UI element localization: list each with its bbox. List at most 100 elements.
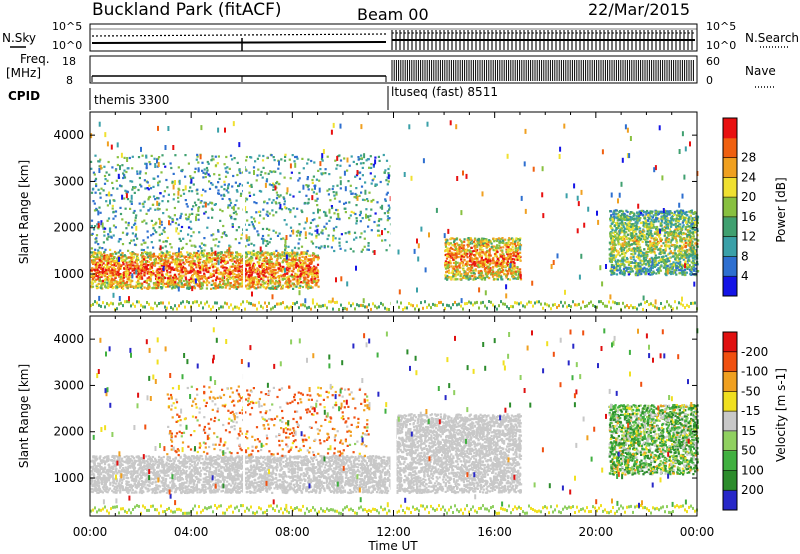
echo-cell	[111, 204, 114, 207]
echo-cell	[153, 282, 156, 285]
echo-cell	[309, 286, 312, 289]
echo-cell	[291, 257, 294, 260]
echo-cell	[451, 267, 454, 270]
echo-cell	[503, 257, 506, 260]
echo-cell	[448, 259, 451, 262]
echo-cell	[131, 188, 134, 191]
echo-cell	[94, 179, 97, 182]
echo-cell	[514, 247, 517, 250]
echo-cell	[95, 271, 98, 274]
echo-cell	[106, 179, 109, 182]
echo-cell	[495, 270, 498, 273]
echo-cell	[480, 269, 483, 273]
echo-cell	[304, 281, 307, 284]
echo-cell	[354, 175, 357, 178]
echo-cell	[139, 277, 142, 280]
echo-cell	[473, 260, 476, 263]
echo-cell	[98, 259, 101, 262]
echo-cell	[299, 230, 302, 234]
echo-cell	[360, 157, 363, 160]
echo-cell	[292, 267, 295, 270]
echo-cell	[188, 281, 191, 284]
echo-cell	[483, 261, 486, 264]
echo-cell	[136, 286, 139, 289]
echo-cell	[305, 184, 308, 187]
echo-cell	[332, 185, 335, 188]
echo-cell	[134, 222, 137, 225]
echo-cell	[446, 274, 449, 278]
echo-cell	[205, 267, 208, 270]
echo-cell	[204, 175, 207, 179]
echo-cell	[485, 263, 488, 266]
echo-cell	[166, 236, 169, 239]
echo-cell	[312, 191, 315, 194]
echo-cell	[474, 237, 477, 240]
echo-cell	[307, 184, 310, 187]
echo-cell	[182, 285, 185, 288]
echo-cell	[269, 267, 272, 270]
echo-cell	[197, 250, 200, 253]
echo-cell	[486, 261, 489, 264]
echo-cell	[283, 159, 287, 162]
echo-cell	[634, 243, 637, 246]
echo-cell	[158, 180, 161, 183]
echo-cell	[246, 252, 249, 255]
echo-cell	[387, 231, 390, 234]
echo-cell	[450, 251, 453, 254]
echo-cell	[239, 171, 242, 175]
nsearch-label: N.Search	[745, 31, 799, 45]
echo-cell	[292, 207, 295, 210]
echo-cell	[359, 171, 362, 174]
echo-cell	[287, 264, 290, 267]
echo-cell	[114, 210, 118, 213]
echo-cell	[462, 267, 465, 270]
echo-cell	[377, 229, 380, 232]
nsky-trace	[91, 41, 387, 44]
echo-cell	[301, 157, 304, 160]
echo-cell	[627, 263, 631, 266]
echo-cell	[331, 187, 334, 191]
echo-cell	[384, 239, 387, 242]
echo-cell	[249, 282, 252, 285]
echo-cell	[167, 275, 170, 278]
echo-cell	[506, 242, 510, 245]
echo-cell	[182, 279, 185, 282]
echo-cell	[482, 274, 485, 277]
echo-cell	[688, 216, 691, 219]
echo-cell	[272, 281, 275, 284]
echo-cell	[388, 206, 391, 209]
echo-cell	[281, 255, 284, 258]
echo-cell	[244, 269, 247, 272]
echo-cell	[100, 259, 103, 263]
echo-cell	[150, 267, 154, 270]
echo-cell	[193, 270, 196, 273]
echo-cell	[192, 278, 195, 281]
echo-cell	[315, 282, 318, 285]
echo-cell	[110, 280, 113, 283]
echo-cell	[146, 187, 149, 190]
echo-cell	[191, 261, 194, 264]
echo-cell	[154, 223, 157, 226]
echo-cell	[286, 269, 289, 272]
nsearch-trace	[91, 33, 387, 37]
echo-cell	[180, 268, 183, 271]
echo-cell	[98, 272, 101, 276]
echo-cell	[261, 234, 265, 238]
echo-cell	[134, 233, 137, 236]
echo-cell	[498, 275, 501, 278]
echo-cell	[171, 286, 174, 289]
echo-cell	[498, 244, 501, 247]
echo-cell	[361, 217, 364, 220]
echo-cell	[253, 227, 256, 230]
echo-cell	[200, 268, 203, 271]
echo-cell	[129, 283, 132, 286]
echo-cell	[369, 172, 372, 175]
echo-cell	[203, 274, 206, 277]
echo-cell	[253, 220, 257, 223]
echo-cell	[512, 265, 515, 268]
echo-cell	[223, 194, 226, 197]
echo-cell	[252, 166, 256, 169]
echo-cell	[245, 251, 248, 254]
echo-cell	[107, 262, 110, 265]
echo-cell	[149, 263, 152, 266]
